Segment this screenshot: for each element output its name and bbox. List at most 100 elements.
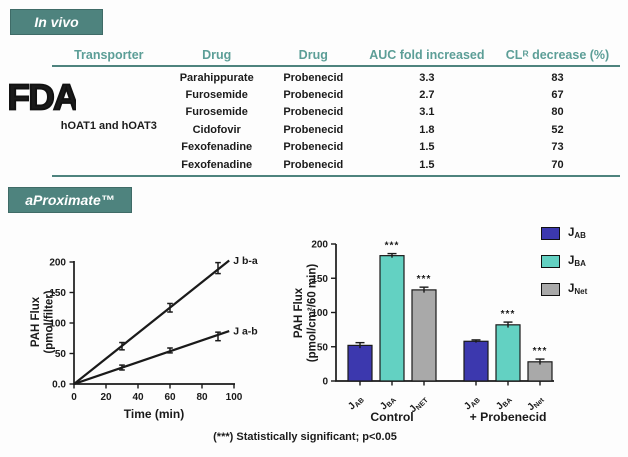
bar (463, 340, 489, 382)
table-cell: Furosemide (185, 89, 248, 102)
fda-logo-svg: FDA (7, 76, 82, 119)
y-tick-label: 200 (49, 258, 66, 269)
table-cell: 2.7 (419, 89, 435, 102)
table-cell: Cidofovir (192, 123, 241, 136)
bar (527, 361, 553, 382)
table-cell: 73 (551, 141, 564, 154)
table-row: Furosemide Probenecid 2.7 67 (52, 86, 620, 103)
table-cell: Furosemide (185, 106, 248, 119)
y-axis-label: PAH Flux (30, 296, 42, 347)
table-cell: Fexofenadine (181, 158, 253, 171)
table-cell: 70 (551, 158, 564, 171)
clr-sub: R (522, 48, 529, 59)
clr-pre: CL (505, 48, 523, 62)
table-cell: 83 (551, 71, 564, 84)
legend-label: JNet (568, 283, 588, 296)
trend-line (73, 330, 230, 386)
table-cell: Probenecid (283, 158, 344, 171)
x-tick-label: 100 (226, 392, 243, 403)
y-tick-label: 0.0 (52, 380, 66, 391)
significance-stars: *** (501, 309, 516, 320)
x-tick-label: 40 (132, 392, 144, 403)
in-vivo-badge: In vivo (10, 9, 103, 35)
x-tick-label-sub: BA (386, 397, 398, 409)
series-label: J b-a (233, 255, 258, 267)
x-tick-label: 0 (71, 392, 77, 403)
y-tick-label: 50 (317, 342, 329, 353)
y-tick-label: 0 (322, 377, 328, 388)
invivo-table: Transporter Drug Drug AUC fold increased… (52, 44, 620, 178)
table-cell: 1.5 (419, 141, 435, 154)
table-cell: Probenecid (283, 71, 344, 84)
table-cell: 80 (551, 106, 564, 119)
x-tick-label-sub: AB (354, 397, 366, 409)
table-row: Fexofenadine Probenecid 1.5 70 (52, 156, 620, 173)
x-tick-label-sub: Net (533, 396, 546, 409)
transporter-label: hOAT1 and hOAT3 (60, 120, 157, 132)
col-header-drug-2: Drug (298, 48, 328, 62)
legend-label-sub: AB (574, 231, 586, 240)
table-row: Fexofenadine Probenecid 1.5 73 (52, 139, 620, 156)
x-tick-label-sub: BA (502, 397, 514, 409)
legend-swatch (541, 283, 560, 296)
y-tick-label: 50 (55, 349, 67, 360)
x-tick-label: 20 (100, 392, 112, 403)
line-chart-figure: 0.0 50 100 150 200 0 20 40 60 80 100 J b-a J a-b Time… (26, 250, 278, 430)
table-cell: Parahippurate (179, 71, 254, 84)
table-row: Parahippurate Probenecid 3.3 83 (52, 69, 620, 86)
line-chart: 0.0 50 100 150 200 0 20 40 60 80 100 J b-a J a-b Time… (30, 255, 258, 421)
group-label: Control (370, 410, 413, 424)
col-header-auc: AUC fold increased (369, 48, 485, 62)
aproximate-badge: aProximate™ (8, 187, 132, 213)
table-cell: 3.3 (419, 71, 435, 84)
bar-chart-legend: JAB JBA JNet (541, 227, 587, 296)
table-cell: 1.8 (419, 123, 435, 136)
significance-stars: *** (417, 274, 432, 285)
legend-label-sub: Net (574, 287, 588, 296)
table-top-rule (52, 65, 620, 67)
fda-logo-text: FDA (8, 76, 76, 117)
x-tick-label-sub: AB (470, 397, 482, 409)
table-cell: Fexofenadine (181, 141, 253, 154)
table-row: Furosemide Probenecid 3.1 80 (52, 104, 620, 121)
x-tick-label: JAB (346, 393, 366, 413)
table-cell: Probenecid (283, 141, 344, 154)
table-cell: Probenecid (283, 106, 344, 119)
table-row: Cidofovir Probenecid 1.8 52 (52, 121, 620, 138)
clr-post: decrease (%) (528, 48, 610, 62)
legend-swatch (541, 255, 560, 268)
table-cell: 52 (551, 123, 564, 136)
trend-line (73, 259, 230, 385)
table-body: Parahippurate Probenecid 3.3 83 Furosemide Pr… (52, 67, 620, 173)
table-cell: 3.1 (419, 106, 435, 119)
legend-item: JNet (541, 283, 587, 296)
x-tick-label: 60 (164, 392, 176, 403)
y-axis-label: (pmol/cm²/60 min) (307, 264, 319, 363)
y-tick-label: 100 (311, 308, 328, 319)
legend-swatch (541, 227, 560, 240)
y-tick-label: 150 (49, 288, 66, 299)
col-header-clr: CLR decrease (%) (495, 48, 620, 62)
y-tick-label: 200 (311, 240, 328, 251)
bar (379, 255, 405, 382)
table-cell: Probenecid (283, 123, 344, 136)
legend-label-sub: BA (574, 259, 586, 268)
bar (411, 289, 437, 382)
y-tick-label: 150 (311, 274, 328, 285)
col-header-drug-1: Drug (202, 48, 232, 62)
table-header-row: Transporter Drug Drug AUC fold increased… (52, 44, 620, 62)
series-label: J a-b (233, 326, 258, 338)
significance-stars: *** (533, 346, 548, 357)
table-cell: 1.5 (419, 158, 435, 171)
fda-logo: FDA (6, 74, 82, 120)
col-header-transporter: Transporter (74, 48, 144, 62)
table-cell: 67 (551, 89, 564, 102)
x-tick-label: 80 (196, 392, 208, 403)
y-axis-label: PAH Flux (293, 287, 305, 338)
bar (495, 324, 521, 382)
group-label: + Probenecid (470, 410, 547, 424)
legend-label: JAB (568, 227, 586, 240)
x-tick-label-sub: NET (415, 396, 430, 411)
